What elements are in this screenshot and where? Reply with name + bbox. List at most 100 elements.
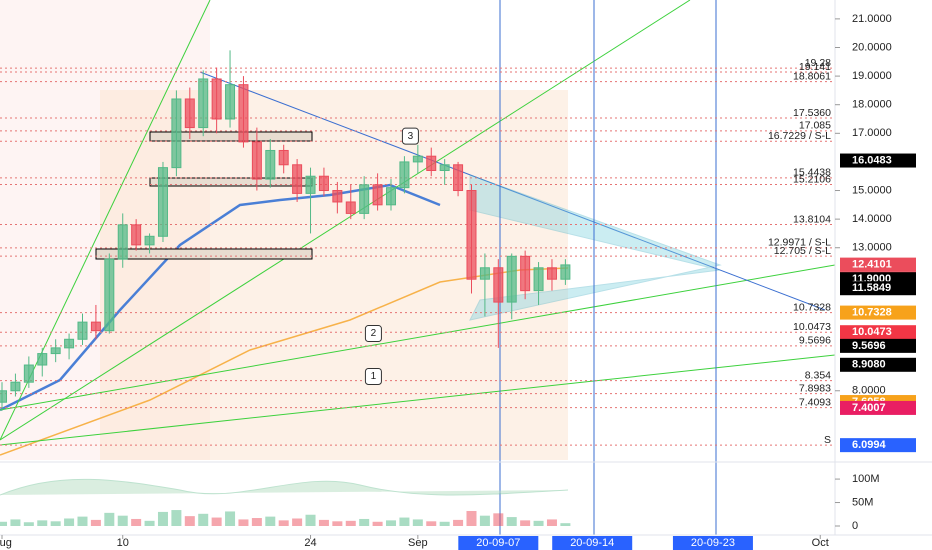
x-tick-label: 24 — [304, 537, 316, 549]
volume-bar — [292, 518, 303, 526]
level-label: 8.354 — [805, 369, 831, 381]
volume-bar — [305, 514, 316, 526]
candle-body — [399, 161, 410, 189]
moving-average — [0, 183, 441, 412]
volume-bar — [520, 520, 531, 526]
volume-bar — [184, 516, 195, 526]
vol-tick-label: 100M — [852, 473, 880, 485]
level-label: S — [824, 434, 831, 446]
candle-body — [225, 84, 236, 120]
x-tick-label: 20-09-23 — [691, 537, 735, 549]
volume-bar — [439, 521, 450, 526]
candle-body — [64, 338, 75, 349]
candle-body — [10, 381, 21, 392]
price-label-box — [840, 281, 916, 296]
price-label-box — [840, 325, 916, 340]
candle-body — [198, 78, 209, 129]
candle-body — [520, 255, 531, 292]
candle-body — [345, 201, 356, 214]
candle-body — [238, 84, 249, 143]
volume-bar — [466, 510, 477, 526]
candle-body — [265, 149, 276, 180]
candle-body — [546, 267, 557, 280]
volume-bar — [211, 517, 222, 526]
volume-bar — [332, 521, 343, 526]
price-label: 9.5696 — [852, 340, 886, 352]
price-label: 8.9080 — [852, 359, 886, 371]
volume-bar — [479, 515, 490, 526]
candle-body — [171, 98, 182, 169]
volume-bar — [0, 521, 8, 526]
price-label: 10.7328 — [852, 307, 892, 319]
candle-body — [318, 175, 329, 192]
y-tick-label: 21.0000 — [852, 13, 892, 25]
price-label: 7.4007 — [852, 402, 886, 414]
y-tick-label: 19.0000 — [852, 70, 892, 82]
candle-body — [426, 155, 437, 171]
candle-body — [412, 155, 423, 163]
volume-bar — [64, 518, 75, 526]
x-tick-highlight — [458, 536, 539, 550]
level-label: 19.28 — [805, 57, 831, 69]
candle-body — [466, 190, 477, 280]
candle-body — [332, 190, 343, 203]
trend-line — [0, 0, 691, 441]
candle-body — [278, 149, 289, 166]
level-label: 12.705 / S-L — [774, 245, 831, 257]
volume-bar — [412, 519, 423, 526]
volume-bar — [399, 517, 410, 526]
y-tick-label: 13.0000 — [852, 242, 892, 254]
volume-bar — [533, 520, 544, 526]
x-tick-highlight — [552, 536, 633, 550]
price-label: 12.4101 — [852, 259, 892, 271]
trend-line — [0, 0, 211, 441]
volume-bar — [278, 520, 289, 526]
level-label: 17.5360 — [793, 107, 831, 119]
x-tick-label: 20-09-07 — [476, 537, 520, 549]
level-label: 12.9971 / S-L — [768, 237, 831, 249]
volume-bar — [131, 518, 142, 526]
price-label-box — [840, 400, 916, 415]
candle-body — [184, 98, 195, 129]
x-tick-label: Aug — [0, 537, 12, 549]
x-tick-label: 10 — [117, 537, 129, 549]
annotation-label: 1 — [371, 371, 377, 382]
candle-body — [144, 235, 155, 246]
volume-bar — [372, 521, 383, 526]
volume-bar — [37, 520, 48, 526]
candle-body — [23, 364, 34, 383]
x-tick-label: Sep — [408, 537, 428, 549]
volume-bar — [10, 519, 21, 526]
trend-line — [0, 354, 836, 446]
level-label: 15.2106 — [793, 173, 831, 185]
candle-body — [37, 353, 48, 366]
volume-bar — [171, 510, 182, 526]
zone-box — [95, 248, 313, 260]
level-label: 10.7328 — [793, 301, 831, 313]
volume-bar — [104, 512, 115, 526]
candle-body — [77, 321, 88, 340]
volume-bar — [345, 520, 356, 526]
candle-body — [50, 347, 61, 355]
trend-line — [0, 264, 836, 411]
level-label: 13.8104 — [793, 213, 831, 225]
volume-bar — [426, 521, 437, 526]
x-tick-highlight — [672, 536, 753, 550]
candle-body — [533, 267, 544, 292]
volume-bar — [251, 518, 262, 526]
y-tick-label: 14.0000 — [852, 213, 892, 225]
volume-bar — [493, 513, 504, 526]
volume-bar — [265, 516, 276, 526]
price-label: 10.0473 — [852, 326, 892, 338]
candle-body — [292, 164, 303, 194]
volume-bar — [90, 519, 101, 526]
candle-body — [251, 141, 262, 180]
candle-body — [117, 224, 128, 260]
y-tick-label: 15.0000 — [852, 184, 892, 196]
volume-bar — [225, 511, 236, 526]
candle-body — [305, 175, 316, 194]
moving-average — [0, 267, 569, 456]
volume-bar — [506, 517, 517, 526]
vol-tick-label: 0 — [852, 520, 858, 532]
